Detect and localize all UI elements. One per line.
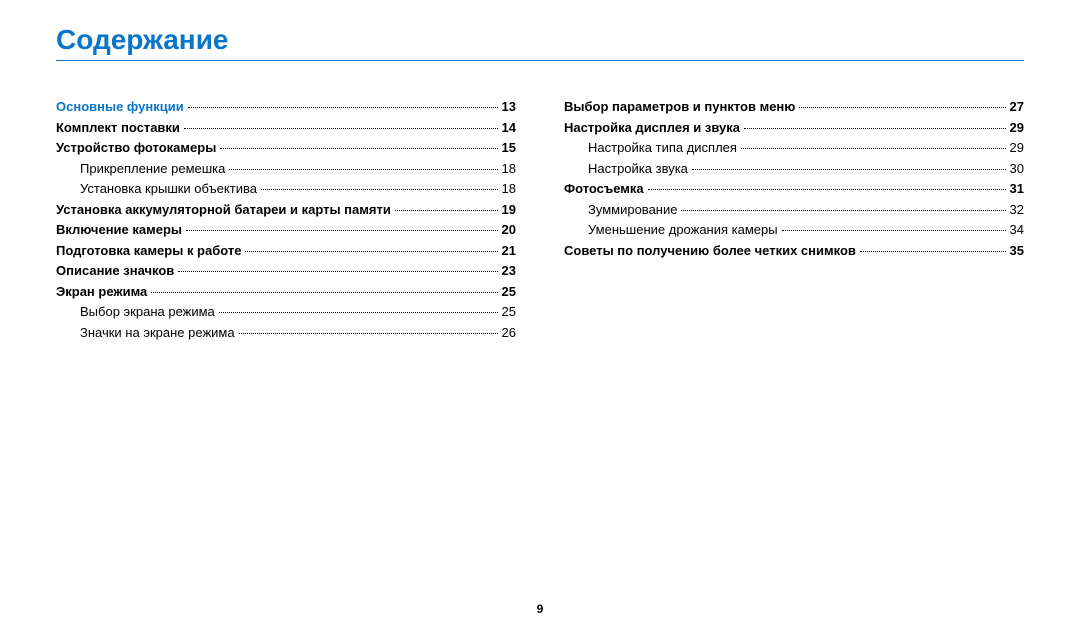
toc-entry-label: Устройство фотокамеры	[56, 139, 216, 157]
toc-entry-page: 34	[1010, 221, 1024, 239]
toc-dot-leaders	[245, 251, 497, 252]
toc-entry-label: Фотосъемка	[564, 180, 644, 198]
toc-entry-label: Настройка звука	[564, 160, 688, 178]
toc-entry[interactable]: Советы по получению более четких снимков…	[564, 242, 1024, 260]
toc-entry-label: Уменьшение дрожания камеры	[564, 221, 778, 239]
toc-entry[interactable]: Выбор экрана режима 25	[56, 303, 516, 321]
toc-entry-label: Выбор экрана режима	[56, 303, 215, 321]
toc-entry[interactable]: Настройка дисплея и звука 29	[564, 119, 1024, 137]
toc-dot-leaders	[799, 107, 1005, 108]
toc-entry[interactable]: Значки на экране режима 26	[56, 324, 516, 342]
toc-dot-leaders	[178, 271, 497, 272]
toc-columns: Основные функции 13 Комплект поставки 14 Уст…	[56, 95, 1024, 345]
toc-dot-leaders	[188, 107, 498, 108]
toc-entry-page: 26	[502, 324, 516, 342]
toc-entry-page: 32	[1010, 201, 1024, 219]
toc-column-left: Основные функции 13 Комплект поставки 14 Уст…	[56, 95, 516, 345]
toc-entry-page: 23	[502, 262, 516, 280]
toc-entry[interactable]: Комплект поставки 14	[56, 119, 516, 137]
toc-entry[interactable]: Подготовка камеры к работе 21	[56, 242, 516, 260]
toc-dot-leaders	[744, 128, 1006, 129]
toc-column-right: Выбор параметров и пунктов меню 27 Настрой…	[564, 95, 1024, 345]
toc-entry[interactable]: Фотосъемка 31	[564, 180, 1024, 198]
toc-dot-leaders	[239, 333, 498, 334]
toc-entry-page: 25	[502, 303, 516, 321]
toc-entry-page: 35	[1010, 242, 1024, 260]
toc-entry-label: Зуммирование	[564, 201, 677, 219]
toc-entry-label: Советы по получению более четких снимков	[564, 242, 856, 260]
toc-entry[interactable]: Основные функции 13	[56, 98, 516, 116]
toc-entry-page: 20	[502, 221, 516, 239]
toc-entry-label: Выбор параметров и пунктов меню	[564, 98, 795, 116]
toc-entry-label: Настройка дисплея и звука	[564, 119, 740, 137]
toc-entry[interactable]: Настройка типа дисплея 29	[564, 139, 1024, 157]
toc-dot-leaders	[741, 148, 1006, 149]
toc-entry-page: 27	[1010, 98, 1024, 116]
toc-dot-leaders	[860, 251, 1006, 252]
title-rule	[56, 60, 1024, 61]
toc-entry-label: Экран режима	[56, 283, 147, 301]
toc-entry-page: 13	[502, 98, 516, 116]
toc-entry[interactable]: Включение камеры 20	[56, 221, 516, 239]
toc-dot-leaders	[219, 312, 498, 313]
page: Содержание Основные функции 13 Комплект по…	[0, 0, 1080, 630]
toc-dot-leaders	[186, 230, 498, 231]
toc-entry-page: 31	[1010, 180, 1024, 198]
toc-dot-leaders	[648, 189, 1006, 190]
toc-entry-page: 18	[502, 180, 516, 198]
toc-entry-label: Установка аккумуляторной батареи и карты…	[56, 201, 391, 219]
toc-entry[interactable]: Прикрепление ремешка 18	[56, 160, 516, 178]
toc-entry[interactable]: Выбор параметров и пунктов меню 27	[564, 98, 1024, 116]
toc-entry-page: 15	[502, 139, 516, 157]
toc-entry[interactable]: Устройство фотокамеры 15	[56, 139, 516, 157]
toc-entry-label: Значки на экране режима	[56, 324, 235, 342]
toc-dot-leaders	[184, 128, 498, 129]
toc-entry-label: Прикрепление ремешка	[56, 160, 225, 178]
toc-entry-label: Подготовка камеры к работе	[56, 242, 241, 260]
toc-entry[interactable]: Зуммирование 32	[564, 201, 1024, 219]
page-number: 9	[0, 602, 1080, 616]
toc-entry[interactable]: Описание значков 23	[56, 262, 516, 280]
toc-entry-label: Настройка типа дисплея	[564, 139, 737, 157]
toc-entry[interactable]: Установка аккумуляторной батареи и карты…	[56, 201, 516, 219]
toc-entry-page: 18	[502, 160, 516, 178]
toc-entry-page: 29	[1010, 139, 1024, 157]
toc-dot-leaders	[395, 210, 498, 211]
toc-dot-leaders	[782, 230, 1006, 231]
toc-dot-leaders	[151, 292, 497, 293]
toc-entry-label: Комплект поставки	[56, 119, 180, 137]
toc-dot-leaders	[681, 210, 1005, 211]
toc-entry-page: 25	[502, 283, 516, 301]
toc-entry[interactable]: Установка крышки объектива 18	[56, 180, 516, 198]
toc-entry[interactable]: Уменьшение дрожания камеры 34	[564, 221, 1024, 239]
toc-entry-label: Описание значков	[56, 262, 174, 280]
toc-entry-page: 19	[502, 201, 516, 219]
toc-dot-leaders	[229, 169, 497, 170]
page-title: Содержание	[56, 24, 1024, 56]
toc-entry-page: 30	[1010, 160, 1024, 178]
toc-dot-leaders	[692, 169, 1006, 170]
toc-entry-page: 14	[502, 119, 516, 137]
toc-entry-label: Основные функции	[56, 98, 184, 116]
toc-entry-label: Установка крышки объектива	[56, 180, 257, 198]
toc-entry[interactable]: Настройка звука 30	[564, 160, 1024, 178]
toc-dot-leaders	[220, 148, 497, 149]
toc-dot-leaders	[261, 189, 498, 190]
toc-entry-page: 29	[1010, 119, 1024, 137]
toc-entry-label: Включение камеры	[56, 221, 182, 239]
toc-entry[interactable]: Экран режима 25	[56, 283, 516, 301]
toc-entry-page: 21	[502, 242, 516, 260]
